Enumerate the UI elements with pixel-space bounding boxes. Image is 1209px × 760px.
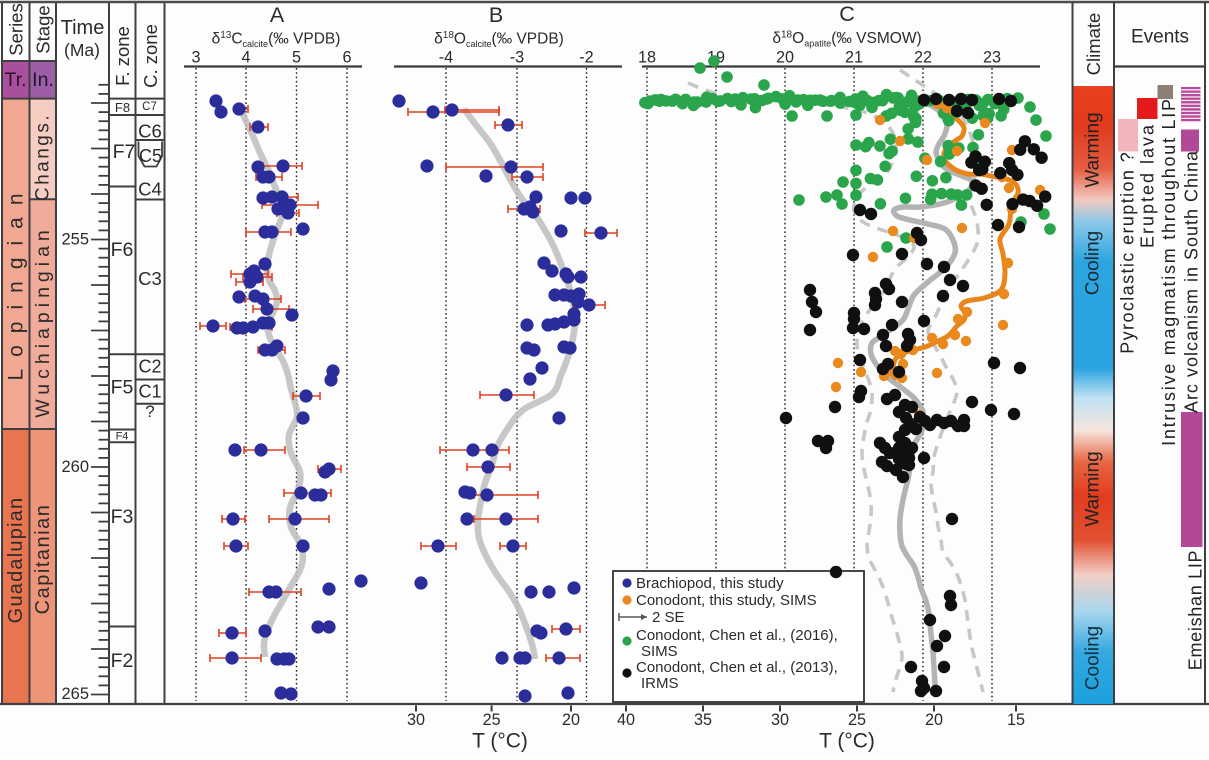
svg-text:265: 265 — [61, 685, 89, 703]
svg-text:-2: -2 — [579, 49, 593, 67]
svg-text:Lopingian: Lopingian — [5, 181, 28, 380]
svg-text:T (°C): T (°C) — [819, 730, 875, 753]
svg-text:F6: F6 — [111, 239, 134, 261]
svg-text:Changs.: Changs. — [33, 113, 54, 201]
svg-text:F2: F2 — [111, 650, 134, 672]
svg-text:C4: C4 — [138, 179, 162, 200]
svg-text:15: 15 — [1007, 711, 1025, 729]
svg-text:20: 20 — [925, 711, 943, 729]
svg-text:20: 20 — [776, 49, 794, 67]
svg-text:Tr.: Tr. — [4, 69, 26, 91]
svg-text:Conodont, this study, SIMS: Conodont, this study, SIMS — [636, 592, 817, 609]
svg-text:Wuchiapingian: Wuchiapingian — [32, 225, 54, 418]
svg-text:23: 23 — [983, 49, 1001, 67]
svg-text:SIMS: SIMS — [641, 643, 678, 660]
svg-text:-4: -4 — [439, 49, 453, 67]
svg-text:6: 6 — [342, 49, 351, 67]
svg-text:20: 20 — [562, 711, 580, 729]
svg-text:C1: C1 — [138, 382, 161, 402]
svg-text:255: 255 — [61, 231, 89, 249]
svg-text:Intrusive magmatism throughout: Intrusive magmatism throughout LIP — [1159, 97, 1179, 446]
svg-text:30: 30 — [407, 711, 425, 729]
svg-text:C. zone: C. zone — [140, 24, 161, 88]
svg-text:δ18Oapatite(‰ VSMOW): δ18Oapatite(‰ VSMOW) — [772, 30, 921, 49]
svg-text:-3: -3 — [510, 49, 524, 67]
svg-text:Events: Events — [1131, 27, 1189, 48]
svg-text:Cooling: Cooling — [1083, 231, 1104, 295]
svg-text:22: 22 — [914, 49, 932, 67]
svg-text:260: 260 — [61, 458, 89, 476]
svg-text:F4: F4 — [116, 431, 129, 443]
svg-text:Warming: Warming — [1083, 112, 1104, 187]
svg-text:30: 30 — [771, 711, 789, 729]
svg-text:25: 25 — [483, 711, 501, 729]
svg-text:C5: C5 — [139, 146, 162, 166]
svg-text:δ18Ocalcite(‰ VPDB): δ18Ocalcite(‰ VPDB) — [434, 30, 564, 49]
svg-text:Time: Time — [61, 17, 105, 39]
svg-text:C2: C2 — [138, 357, 161, 377]
svg-text:A: A — [270, 3, 285, 27]
svg-text:C3: C3 — [138, 268, 162, 289]
svg-text:?: ? — [145, 402, 154, 421]
svg-text:Arc volcanism in South China: Arc volcanism in South China — [1182, 150, 1202, 413]
svg-text:25: 25 — [848, 711, 866, 729]
svg-text:Conodont, Chen et al., (2013),: Conodont, Chen et al., (2013), — [636, 659, 838, 676]
svg-text:Conodont, Chen et al., (2016),: Conodont, Chen et al., (2016), — [636, 627, 838, 644]
svg-text:18: 18 — [638, 49, 656, 67]
svg-text:Cooling: Cooling — [1083, 626, 1104, 690]
svg-text:Capitanian: Capitanian — [32, 504, 54, 615]
svg-text:IRMS: IRMS — [641, 675, 679, 692]
svg-text:F3: F3 — [111, 506, 134, 528]
svg-text:4: 4 — [241, 49, 250, 67]
svg-text:35: 35 — [694, 711, 712, 729]
svg-text:Pyroclastic eruption ?: Pyroclastic eruption ? — [1118, 151, 1138, 354]
svg-text:Series: Series — [6, 3, 27, 55]
svg-text:In.: In. — [32, 69, 54, 91]
svg-text:F8: F8 — [115, 100, 130, 115]
svg-text:F7: F7 — [113, 141, 136, 163]
svg-text:F5: F5 — [111, 377, 134, 399]
svg-text:B: B — [489, 3, 503, 27]
svg-text:δ13Ccalcite(‰ VPDB): δ13Ccalcite(‰ VPDB) — [212, 30, 341, 49]
svg-text:3: 3 — [191, 49, 200, 67]
svg-text:40: 40 — [617, 711, 635, 729]
svg-text:Emeishan LIP: Emeishan LIP — [1186, 550, 1206, 670]
svg-text:C: C — [839, 2, 855, 26]
svg-text:F. zone: F. zone — [112, 26, 133, 86]
svg-text:T (°C): T (°C) — [472, 730, 528, 753]
svg-text:Climate: Climate — [1083, 13, 1104, 76]
svg-text:C6: C6 — [138, 121, 162, 142]
svg-text:Warming: Warming — [1083, 451, 1104, 526]
svg-text:5: 5 — [292, 49, 301, 67]
svg-text:C7: C7 — [142, 101, 157, 113]
svg-text:Erupted lava: Erupted lava — [1138, 123, 1158, 248]
svg-text:(Ma): (Ma) — [64, 40, 100, 60]
svg-text:Stage: Stage — [33, 5, 54, 53]
svg-text:21: 21 — [845, 49, 863, 67]
svg-text:2 SE: 2 SE — [652, 609, 685, 626]
svg-text:Brachiopod, this study: Brachiopod, this study — [636, 575, 784, 592]
svg-text:Guadalupian: Guadalupian — [5, 497, 27, 624]
